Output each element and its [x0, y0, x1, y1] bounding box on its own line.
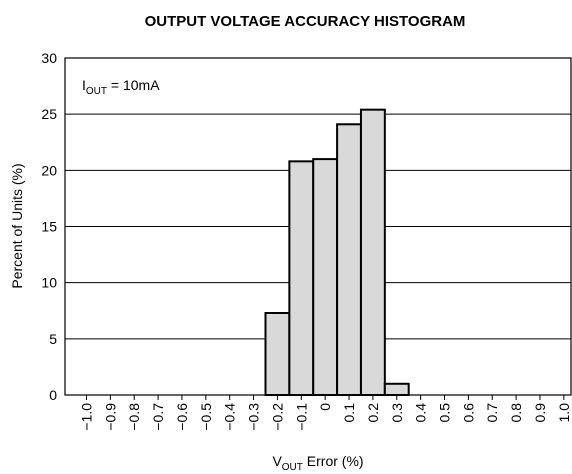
x-label-rest: Error (%)	[303, 453, 364, 469]
x-tick-label: 0.9	[532, 403, 548, 423]
x-tick-label: −0.5	[198, 403, 214, 431]
plot-frame	[64, 57, 572, 396]
x-tick-label: 0	[317, 403, 333, 411]
x-tick-label: 0.8	[508, 403, 524, 423]
x-tick-label: −1.0	[78, 403, 94, 431]
x-tick-label: −0.2	[269, 403, 285, 431]
y-tick-label: 30	[41, 50, 57, 66]
x-tick-label: 0.2	[365, 403, 381, 423]
bar	[383, 382, 410, 396]
x-tick-label: −0.6	[174, 403, 190, 431]
y-tick-label: 0	[49, 387, 57, 403]
x-tick-label: 0.6	[460, 403, 476, 423]
x-tick-label: 0.3	[389, 403, 405, 423]
bar	[359, 108, 386, 396]
x-tick-label: 0.1	[341, 403, 357, 423]
x-tick-label: 0.5	[437, 403, 453, 423]
bar	[264, 311, 291, 397]
x-tick-label: −0.4	[222, 403, 238, 431]
x-tick-label: −0.9	[102, 403, 118, 431]
y-tick-label: 5	[49, 331, 57, 347]
y-tick-label: 20	[41, 162, 57, 178]
x-tick-label: −0.8	[126, 403, 142, 431]
x-tick-label: −0.3	[246, 403, 262, 431]
x-axis-label: VOUT Error (%)	[272, 453, 363, 473]
x-tick-label: 1.0	[556, 403, 572, 423]
x-tick-label: −0.1	[293, 403, 309, 431]
x-tick-label: −0.7	[150, 403, 166, 431]
chart-title: OUTPUT VOLTAGE ACCURACY HISTOGRAM	[145, 13, 466, 30]
annotation: IOUT = 10mA	[82, 77, 160, 97]
annotation-sub: OUT	[86, 86, 107, 97]
bar	[288, 160, 315, 396]
x-label-main: V	[272, 453, 282, 469]
y-tick-label: 10	[41, 275, 57, 291]
x-tick-label: 0.7	[484, 403, 500, 423]
bar	[312, 158, 339, 396]
x-label-sub: OUT	[282, 462, 303, 473]
annotation-main: I	[82, 77, 86, 93]
bar	[336, 123, 362, 396]
y-tick-label: 15	[41, 219, 57, 235]
y-tick-label: 25	[41, 106, 57, 122]
x-tick-label: 0.4	[413, 403, 429, 423]
annotation-rest: = 10mA	[107, 77, 160, 93]
y-axis-label: Percent of Units (%)	[9, 163, 25, 288]
